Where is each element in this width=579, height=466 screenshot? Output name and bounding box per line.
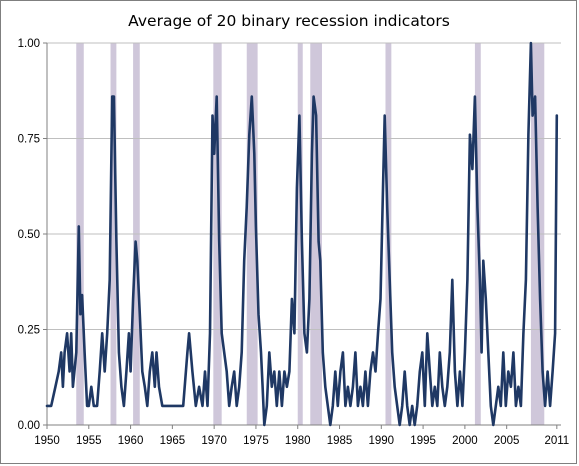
y-tick-label-1: 0.25	[18, 325, 40, 337]
x-tick-label-9: 1995	[410, 435, 436, 447]
x-tick-label-6: 1980	[285, 435, 311, 447]
y-tick-label-3: 0.75	[18, 134, 40, 146]
x-tick-label-8: 1990	[369, 435, 395, 447]
x-tick-labels: 1950 1955 1960 1965 1970 1975 1980 1985 1990 1995…	[34, 425, 569, 447]
x-tick-label-5: 1975	[243, 435, 269, 447]
x-tick-label-4: 1970	[201, 435, 227, 447]
x-tick-label-12: 2011	[544, 435, 569, 447]
x-tick-label-7: 1985	[327, 435, 353, 447]
series-line-0	[45, 41, 559, 427]
chart-title: Average of 20 binary recession indicator…	[128, 12, 450, 30]
y-tick-label-4: 1.00	[18, 38, 40, 50]
x-tick-label-11: 2005	[494, 435, 520, 447]
y-tick-label-2: 0.50	[18, 229, 40, 241]
y-tick-label-0: 0.00	[18, 420, 40, 432]
series-layer	[45, 41, 559, 427]
x-tick-label-1: 1955	[76, 435, 102, 447]
x-tick-label-0: 1950	[34, 435, 60, 447]
x-tick-label-3: 1965	[160, 435, 186, 447]
x-tick-label-2: 1960	[118, 435, 144, 447]
x-tick-label-10: 2000	[452, 435, 478, 447]
y-tick-labels: 0.00 0.25 0.50 0.75 1.00	[18, 38, 47, 432]
